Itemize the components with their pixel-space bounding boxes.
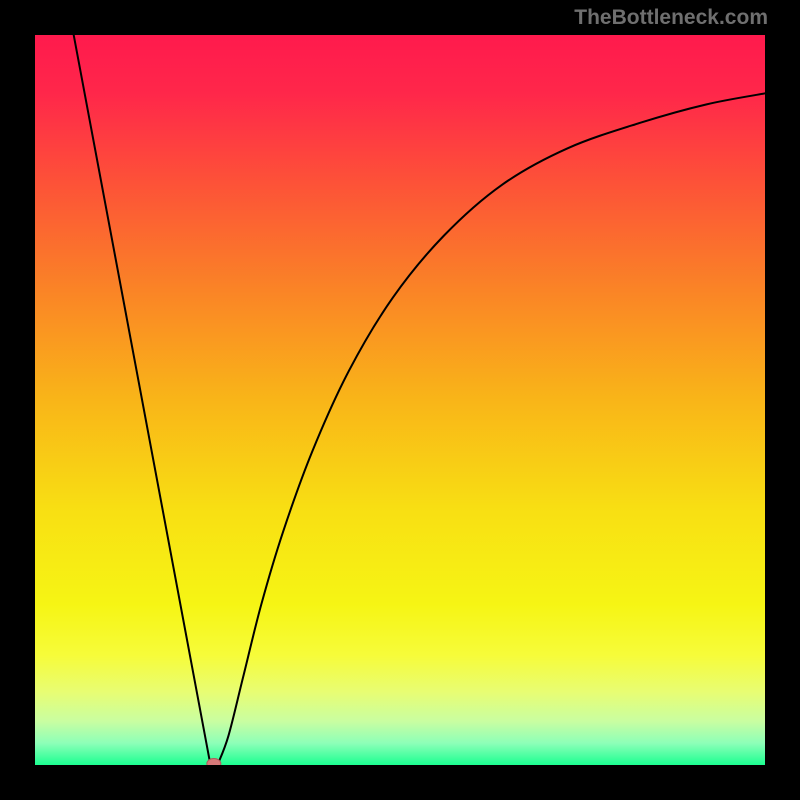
chart-container: TheBottleneck.com	[0, 0, 800, 800]
chart-svg	[35, 35, 765, 765]
plot-area	[35, 35, 765, 765]
attribution-label: TheBottleneck.com	[574, 6, 768, 30]
